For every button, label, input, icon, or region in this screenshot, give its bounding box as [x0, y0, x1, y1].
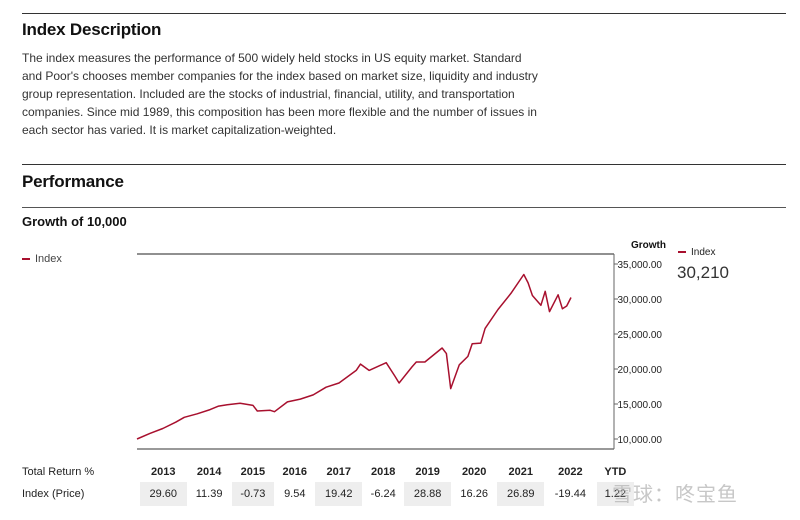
legend-current-value: 30,210 — [677, 263, 729, 282]
returns-header-row: Total Return % 2013 2014 2015 2016 2017 … — [22, 462, 634, 482]
watermark-text: 雪球：咚宝鱼 — [612, 484, 738, 506]
returns-row-label: Total Return % — [22, 466, 95, 478]
col-2022: 2022 — [558, 466, 583, 478]
y-tick-label: 10,000.00 — [618, 435, 663, 446]
col-ytd: YTD — [604, 466, 627, 478]
legend-label: Index — [35, 253, 62, 265]
col-2016: 2016 — [282, 466, 308, 478]
performance-heading: Performance — [22, 172, 124, 191]
col-2013: 2013 — [151, 466, 176, 478]
y-axis-label: Growth — [631, 240, 666, 251]
return-cell: 29.60 — [140, 482, 187, 506]
legend-swatch — [22, 258, 30, 261]
chart-legend-left: Index — [22, 253, 62, 265]
return-cell: 28.88 — [404, 482, 451, 506]
index-description-text: The index measures the performance of 50… — [22, 51, 538, 137]
return-cell: 1.22 — [596, 482, 634, 506]
return-cell: 11.39 — [195, 488, 223, 500]
top-divider — [22, 13, 786, 14]
y-tick-label: 20,000.00 — [618, 365, 663, 376]
col-2018: 2018 — [370, 466, 396, 478]
performance-subdivider — [22, 207, 786, 208]
return-cell: 26.89 — [497, 482, 544, 506]
col-2020: 2020 — [461, 466, 487, 478]
col-2015: 2015 — [240, 466, 266, 478]
legend-swatch-right — [678, 251, 686, 254]
return-cell: 19.42 — [315, 482, 362, 506]
series-line-index — [136, 273, 572, 440]
y-tick-label: 25,000.00 — [618, 330, 663, 341]
growth-subheading: Growth of 10,000 — [22, 214, 127, 229]
returns-table: Total Return % 2013 2014 2015 2016 2017 … — [22, 462, 634, 506]
y-tick-label: 35,000.00 — [618, 260, 663, 271]
return-cell: -19.44 — [554, 488, 586, 500]
return-cell: -0.73 — [231, 482, 275, 506]
col-2019: 2019 — [415, 466, 440, 478]
return-cell: 16.26 — [460, 488, 488, 500]
return-cell: 9.54 — [284, 488, 306, 500]
index-description-heading: Index Description — [22, 20, 162, 39]
table-row: Index (Price) 29.60 11.39 -0.73 9.54 19.… — [22, 482, 634, 506]
return-cell: -6.24 — [370, 488, 396, 500]
chart-legend-right: Index — [678, 247, 715, 258]
y-tick-group: 35,000.00 30,000.00 25,000.00 20,000.00 15,0… — [614, 260, 662, 446]
row-label: Index (Price) — [22, 488, 85, 500]
col-2017: 2017 — [326, 466, 351, 478]
y-tick-label: 15,000.00 — [618, 400, 663, 411]
y-tick-label: 30,000.00 — [618, 295, 663, 306]
col-2021: 2021 — [508, 466, 533, 478]
legend-right-label: Index — [691, 247, 716, 258]
performance-divider — [22, 164, 786, 165]
col-2014: 2014 — [196, 466, 222, 478]
